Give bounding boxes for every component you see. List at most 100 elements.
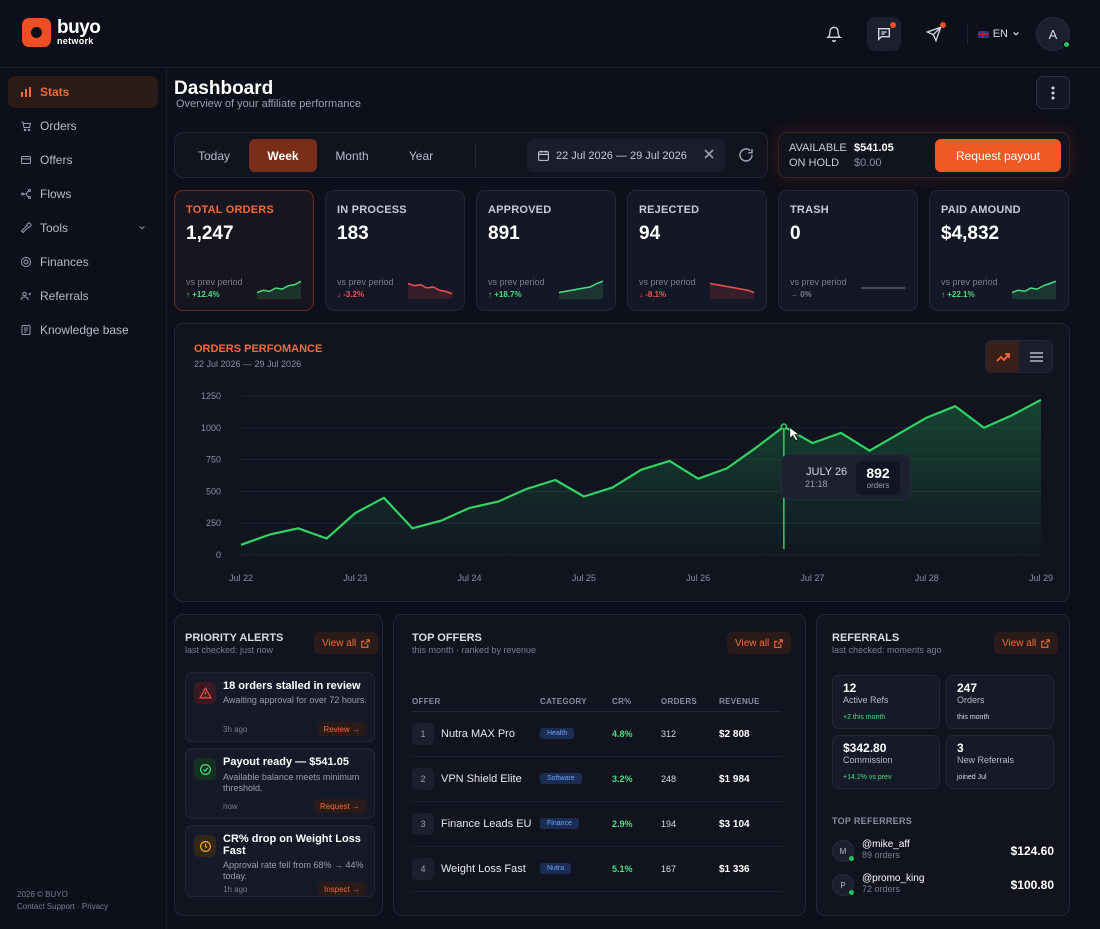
more-options-button[interactable]: [1036, 76, 1070, 109]
referrer-avatar: P: [832, 874, 854, 896]
stat-change: ↓ -8.1%: [639, 290, 667, 299]
on-hold-label: ON HOLD: [789, 157, 840, 169]
avatar-initial: A: [1048, 26, 1058, 42]
on-hold-value: $0.00: [854, 157, 882, 169]
x-tick-label: Jul 26: [686, 573, 710, 583]
referrer-orders: 72 orders: [862, 884, 901, 894]
stat-card-paid-amound[interactable]: PAID AMOUND $4,832 vs prev period ↑ +22.1%: [929, 190, 1069, 311]
offer-cr: 2.9%: [612, 819, 633, 829]
sidebar-item-tools[interactable]: Tools: [8, 212, 158, 244]
sidebar-item-knowledge-base[interactable]: Knowledge base: [8, 314, 158, 346]
stat-change: ↑ +18.7%: [488, 290, 522, 299]
sidebar-item-label: Stats: [40, 85, 70, 99]
active-refs-card: 12 Active Refs +2 this month: [832, 675, 940, 729]
sidebar-item-stats[interactable]: Stats: [8, 76, 158, 108]
line-view-button[interactable]: [986, 341, 1019, 372]
brand-name: buyo: [57, 16, 101, 38]
messages-button[interactable]: [866, 17, 901, 51]
inspect-button[interactable]: Inspect →: [317, 882, 366, 896]
referrer-row[interactable]: P @promo_king 72 orders $100.80: [832, 871, 1054, 901]
tab-week[interactable]: Week: [249, 139, 317, 172]
sparkline-line: [1012, 280, 1056, 294]
tooltip-date: JULY 26: [806, 466, 848, 478]
available-value: $541.05: [854, 142, 894, 154]
offer-name: Weight Loss Fast: [441, 863, 526, 875]
sparkline-area: [408, 283, 452, 299]
referrer-row[interactable]: M @mike_aff 89 orders $124.60: [832, 837, 1054, 867]
table-divider: [412, 711, 782, 712]
orders-line-chart[interactable]: 0 250 500 750 1000 1250 Jul 22 Jul 23 Jul 24 Jul …: [175, 324, 1071, 603]
menu-icon: [1030, 351, 1043, 362]
sidebar-item-flows[interactable]: Flows: [8, 178, 158, 210]
sidebar-item-referrals[interactable]: Referrals: [8, 280, 158, 312]
top-bar: buyo network EN A: [0, 0, 1100, 68]
y-tick-label: 1250: [201, 391, 221, 401]
stat-change: → 0%: [790, 290, 812, 299]
sidebar-item-label: Finances: [40, 255, 89, 269]
x-tick-label: Jul 25: [572, 573, 596, 583]
close-icon[interactable]: [703, 148, 715, 160]
stat-card-approved[interactable]: APPROVED 891 vs prev period ↑ +18.7%: [476, 190, 616, 311]
tooltip-value: 892: [866, 465, 890, 481]
chevron-down-icon: [139, 225, 145, 230]
card-value: 12: [843, 681, 857, 695]
table-row[interactable]: 1 Nutra MAX Pro Health 4.8% 312 $2 808: [412, 712, 782, 757]
review-button[interactable]: Review →: [317, 722, 366, 736]
referrals-view-all-button[interactable]: View all: [994, 632, 1059, 654]
referrals-subtitle: last checked: moments ago: [832, 645, 942, 655]
stat-card-in-process[interactable]: IN PROCESS 183 vs prev period ↓ -3.2%: [325, 190, 465, 311]
orders-performance-card: ORDERS PERFOMANCE 22 Jul 2026 — 29 Jul 2…: [174, 323, 1070, 602]
user-avatar[interactable]: A: [1036, 17, 1070, 51]
request-payout-button[interactable]: Request payout: [935, 139, 1061, 172]
sidebar-item-offers[interactable]: Offers: [8, 144, 158, 176]
stat-card-trash[interactable]: TRASH 0 vs prev period → 0%: [778, 190, 918, 311]
table-row[interactable]: 4 Weight Loss Fast Nutra 5.1% 167 $1 336: [412, 847, 782, 892]
new-referrals-card: 3 New Referrals joined Jul: [946, 735, 1054, 789]
logo[interactable]: buyo network: [22, 16, 101, 47]
top-offers-panel: TOP OFFERS this month · ranked by revenu…: [393, 614, 806, 916]
sidebar-item-orders[interactable]: Orders: [8, 110, 158, 142]
offer-orders: 248: [661, 774, 677, 784]
date-range-picker[interactable]: 22 Jul 2026 — 29 Jul 2026: [527, 139, 725, 172]
online-indicator: [849, 856, 854, 861]
stat-card-total-orders[interactable]: TOTAL ORDERS 1,247 vs prev period ↑ +12.4%: [174, 190, 314, 311]
list-view-button[interactable]: [1020, 341, 1052, 372]
logo-mark-icon: [22, 18, 51, 47]
alerts-view-all-button[interactable]: View all: [314, 632, 379, 654]
area-fill: [241, 399, 1041, 555]
alert-item[interactable]: 18 orders stalled in review Awaiting app…: [185, 672, 375, 742]
tab-year[interactable]: Year: [408, 148, 434, 163]
chart-view-toggle: [985, 340, 1053, 373]
sparkline: [1012, 280, 1056, 299]
avatar-initial: M: [839, 846, 847, 856]
sidebar-item-finances[interactable]: Finances: [8, 246, 158, 278]
table-row[interactable]: 2 VPN Shield Elite Software 3.2% 248 $1 984: [412, 757, 782, 802]
table-row[interactable]: 3 Finance Leads EU Finance 2.9% 194 $3 104: [412, 802, 782, 847]
tab-today[interactable]: Today: [197, 148, 231, 163]
alert-item[interactable]: CR% drop on Weight Loss Fast Approval ra…: [185, 825, 375, 897]
language-selector[interactable]: EN: [966, 23, 1020, 45]
telegram-button[interactable]: [917, 17, 951, 51]
referrals-title: REFERRALS: [832, 632, 900, 644]
footer-links[interactable]: Contact Support · Privacy: [17, 902, 109, 911]
alert-title: Payout ready — $541.05: [223, 756, 349, 768]
stat-label: TOTAL ORDERS: [186, 204, 274, 216]
stat-card-rejected[interactable]: REJECTED 94 vs prev period ↓ -8.1%: [627, 190, 767, 311]
request-button[interactable]: Request →: [313, 799, 366, 813]
tab-month[interactable]: Month: [335, 148, 369, 163]
stat-value: 94: [639, 223, 661, 244]
offer-cr: 5.1%: [612, 864, 633, 874]
y-tick-label: 1000: [201, 423, 221, 433]
notifications-button[interactable]: [817, 17, 851, 51]
alert-description: Approval rate fell from 68% → 44% today.: [223, 860, 364, 881]
alert-item[interactable]: Payout ready — $541.05 Available balance…: [185, 748, 375, 819]
x-tick-label: Jul 28: [915, 573, 939, 583]
column-header-cr: CR%: [612, 697, 632, 706]
offer-revenue: $1 984: [719, 774, 750, 785]
offers-view-all-button[interactable]: View all: [727, 632, 792, 654]
orders-card: 247 Orders this month: [946, 675, 1054, 729]
sparkline-area: [710, 283, 754, 299]
referrer-avatar: M: [832, 840, 854, 862]
refresh-icon[interactable]: [737, 146, 755, 164]
offer-rank: 3: [412, 813, 434, 835]
